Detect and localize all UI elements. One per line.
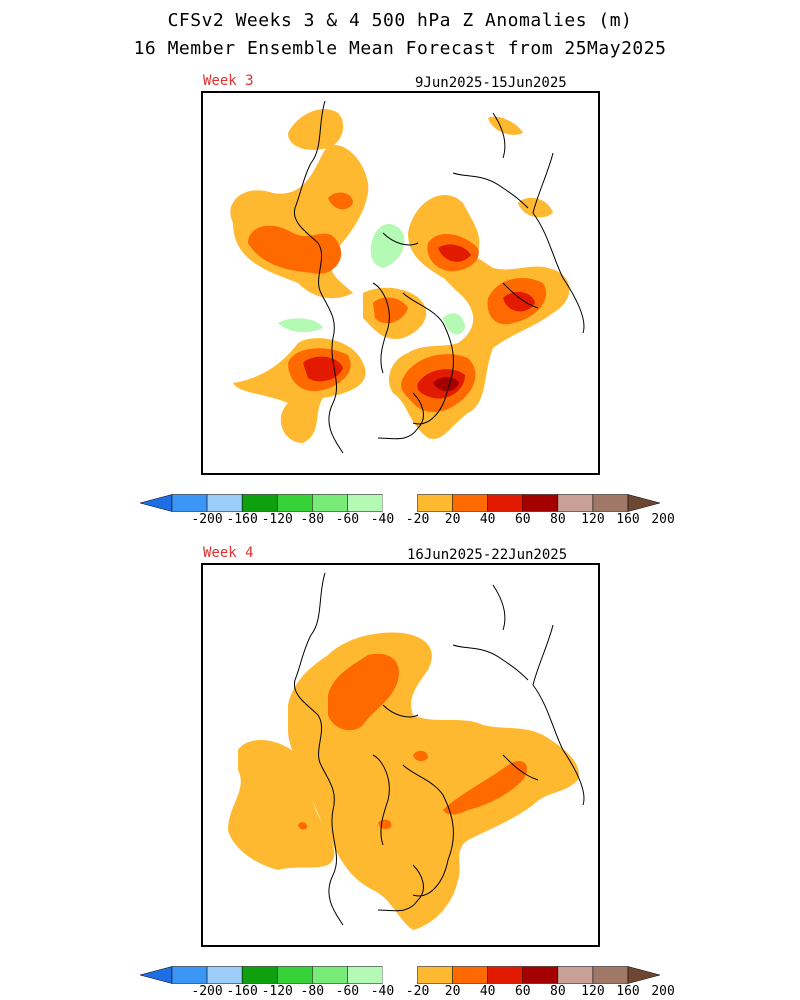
colorbar-swatch (592, 966, 629, 984)
colorbar-tick-label: -60 (335, 512, 360, 527)
colorbar-swatch (312, 966, 348, 984)
colorbar-swatch (487, 494, 524, 512)
colorbar-swatch (417, 494, 453, 512)
colorbar-week3-labels: -200 -160 -120 -80 -60 -40 -20 20 40 60 80 120 160 20… (0, 512, 800, 528)
colorbar-tick-label: -40 (370, 984, 395, 999)
colorbar-tick-label: 80 (550, 984, 566, 999)
colorbar-swatch (592, 494, 629, 512)
colorbar-arrow-high (627, 494, 661, 512)
colorbar-swatch (241, 494, 278, 512)
colorbar-arrow-low (139, 966, 173, 984)
colorbar-week4-svg (139, 966, 661, 984)
figure-title: CFSv2 Weeks 3 & 4 500 hPa Z Anomalies (m… (167, 10, 633, 31)
colorbar-swatch (452, 494, 488, 512)
colorbar-tick-label: -120 (261, 512, 293, 527)
colorbar-week3 (139, 494, 661, 512)
colorbar-tick-label: 20 (444, 512, 461, 527)
colorbar-swatch (312, 494, 348, 512)
figure-subtitle: 16 Member Ensemble Mean Forecast from 25… (133, 38, 667, 59)
colorbar-swatch (347, 966, 383, 984)
colorbar-swatch (557, 494, 594, 512)
colorbar-tick-label: 80 (550, 512, 566, 527)
colorbar-swatch (206, 494, 243, 512)
week4-anomaly-contours (228, 632, 579, 930)
week3-map (201, 91, 600, 475)
colorbar-swatch (241, 966, 278, 984)
colorbar-swatch (557, 966, 594, 984)
colorbar-swatch (487, 966, 524, 984)
colorbar-swatch (171, 966, 208, 984)
week3-map-svg (230, 100, 585, 454)
colorbar-tick-label: -160 (226, 984, 258, 999)
week4-dates: 16Jun2025-22Jun2025 (407, 547, 568, 563)
colorbar-tick-label: 200 (651, 512, 675, 527)
colorbar-tick-label: -200 (191, 984, 223, 999)
colorbar-tick-label: 40 (479, 512, 496, 527)
colorbar-tick-label: -40 (370, 512, 395, 527)
colorbar-tick-label: -20 (405, 984, 430, 999)
colorbar-tick-label: 20 (444, 984, 461, 999)
colorbar-swatch (347, 494, 383, 512)
colorbar-swatch (206, 966, 243, 984)
colorbar-tick-label: -120 (261, 984, 293, 999)
week4-coastlines (293, 572, 585, 926)
colorbar-swatch (276, 494, 313, 512)
colorbar-tick-label: 60 (514, 984, 531, 999)
colorbar-week3-svg (139, 494, 661, 512)
colorbar-tick-label: -160 (226, 512, 258, 527)
colorbar-tick-label: -80 (300, 512, 325, 527)
colorbar-tick-label: 200 (651, 984, 675, 999)
colorbar-tick-label: 40 (479, 984, 496, 999)
colorbar-arrow-low (139, 494, 173, 512)
colorbar-tick-label: 160 (616, 512, 640, 527)
colorbar-swatch (522, 966, 559, 984)
week3-coastlines (293, 100, 585, 454)
colorbar-arrow-high (627, 966, 661, 984)
colorbar-tick-label: 120 (581, 512, 605, 527)
colorbar-tick-label: -80 (300, 984, 325, 999)
colorbar-swatch (382, 966, 418, 984)
colorbar-tick-label: -200 (191, 512, 223, 527)
colorbar-week4 (139, 966, 661, 984)
colorbar-swatch (522, 494, 559, 512)
week4-map (201, 563, 600, 947)
colorbar-tick-label: 160 (616, 984, 640, 999)
colorbar-week4-labels: -200 -160 -120 -80 -60 -40 -20 20 40 60 80 120 160 20… (0, 984, 800, 1000)
colorbar-swatch (382, 494, 418, 512)
colorbar-swatch (171, 494, 208, 512)
colorbar-tick-label: -60 (335, 984, 360, 999)
week3-dates: 9Jun2025-15Jun2025 (415, 75, 567, 91)
week3-label: Week 3 (203, 73, 254, 89)
colorbar-swatch (452, 966, 488, 984)
colorbar-tick-label: -20 (405, 512, 430, 527)
colorbar-tick-label: 60 (514, 512, 531, 527)
week4-label: Week 4 (203, 545, 254, 561)
week3-anomaly-contours (230, 109, 570, 443)
colorbar-swatch (417, 966, 453, 984)
colorbar-swatch (276, 966, 313, 984)
colorbar-tick-label: 120 (581, 984, 605, 999)
week4-map-svg (228, 572, 585, 930)
